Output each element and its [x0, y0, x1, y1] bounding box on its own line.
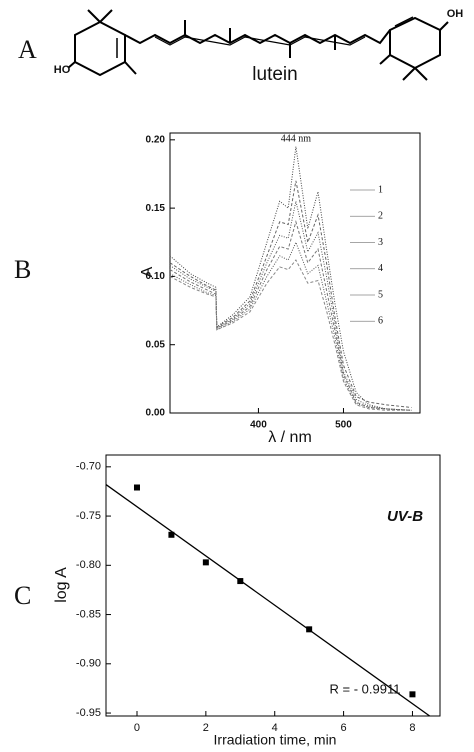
lutein-structure [67, 9, 449, 81]
spectrum-line [169, 146, 412, 411]
x-tick-label: 6 [341, 722, 347, 734]
plot-frame [169, 132, 421, 414]
spectrum-line [169, 240, 412, 411]
x-tick-label: 8 [409, 722, 415, 734]
structure-label: OH [447, 8, 464, 20]
y-tick-label: -0.95 [76, 707, 101, 719]
x-axis-label: Irradiation time, min [214, 732, 337, 748]
y-axis-label: log A [53, 567, 70, 603]
compound-name: lutein [252, 64, 297, 85]
peak-annotation: 444 nm [281, 133, 312, 144]
data-point [237, 578, 244, 585]
data-point [202, 559, 209, 566]
y-tick-label: -0.80 [76, 559, 101, 571]
data-point [409, 691, 416, 698]
data-point [306, 626, 313, 633]
structure-label: HO [54, 64, 71, 76]
x-tick-label: 500 [335, 420, 352, 431]
curve-label: 3 [378, 237, 383, 248]
y-axis-label: A [139, 266, 156, 277]
y-tick-label: -0.85 [76, 608, 101, 620]
x-tick-label: 0 [134, 722, 140, 734]
curve-label: 2 [378, 211, 383, 222]
x-tick-label: 4 [272, 722, 278, 734]
plot-frame [105, 454, 441, 717]
panel-label: B [14, 255, 31, 284]
y-tick-label: -0.90 [76, 658, 101, 670]
data-point [133, 484, 140, 491]
fit-line [105, 484, 431, 717]
y-tick-label: 0.15 [146, 203, 166, 214]
x-tick-label: 2 [203, 722, 209, 734]
data-point [168, 531, 175, 538]
curve-label: 4 [378, 263, 383, 274]
x-axis-label: λ / nm [268, 429, 312, 446]
y-tick-label: -0.75 [76, 510, 101, 522]
spectrum-line [169, 259, 412, 411]
panel-label: C [14, 581, 31, 610]
y-tick-label: 0.10 [146, 271, 166, 282]
spectrum-line [169, 201, 412, 411]
curve-label: 6 [378, 316, 383, 327]
y-tick-label: 0.00 [146, 408, 166, 419]
panel-label: A [18, 35, 37, 64]
y-tick-label: 0.05 [146, 339, 166, 350]
curve-label: 1 [378, 184, 383, 195]
condition-label: UV-B [387, 508, 423, 525]
curve-label: 5 [378, 289, 383, 300]
correlation-label: R = - 0.9911 [330, 681, 401, 696]
spectrum-line [169, 219, 412, 411]
y-tick-label: 0.20 [146, 134, 166, 145]
x-tick-label: 400 [250, 420, 267, 431]
y-tick-label: -0.70 [76, 461, 101, 473]
